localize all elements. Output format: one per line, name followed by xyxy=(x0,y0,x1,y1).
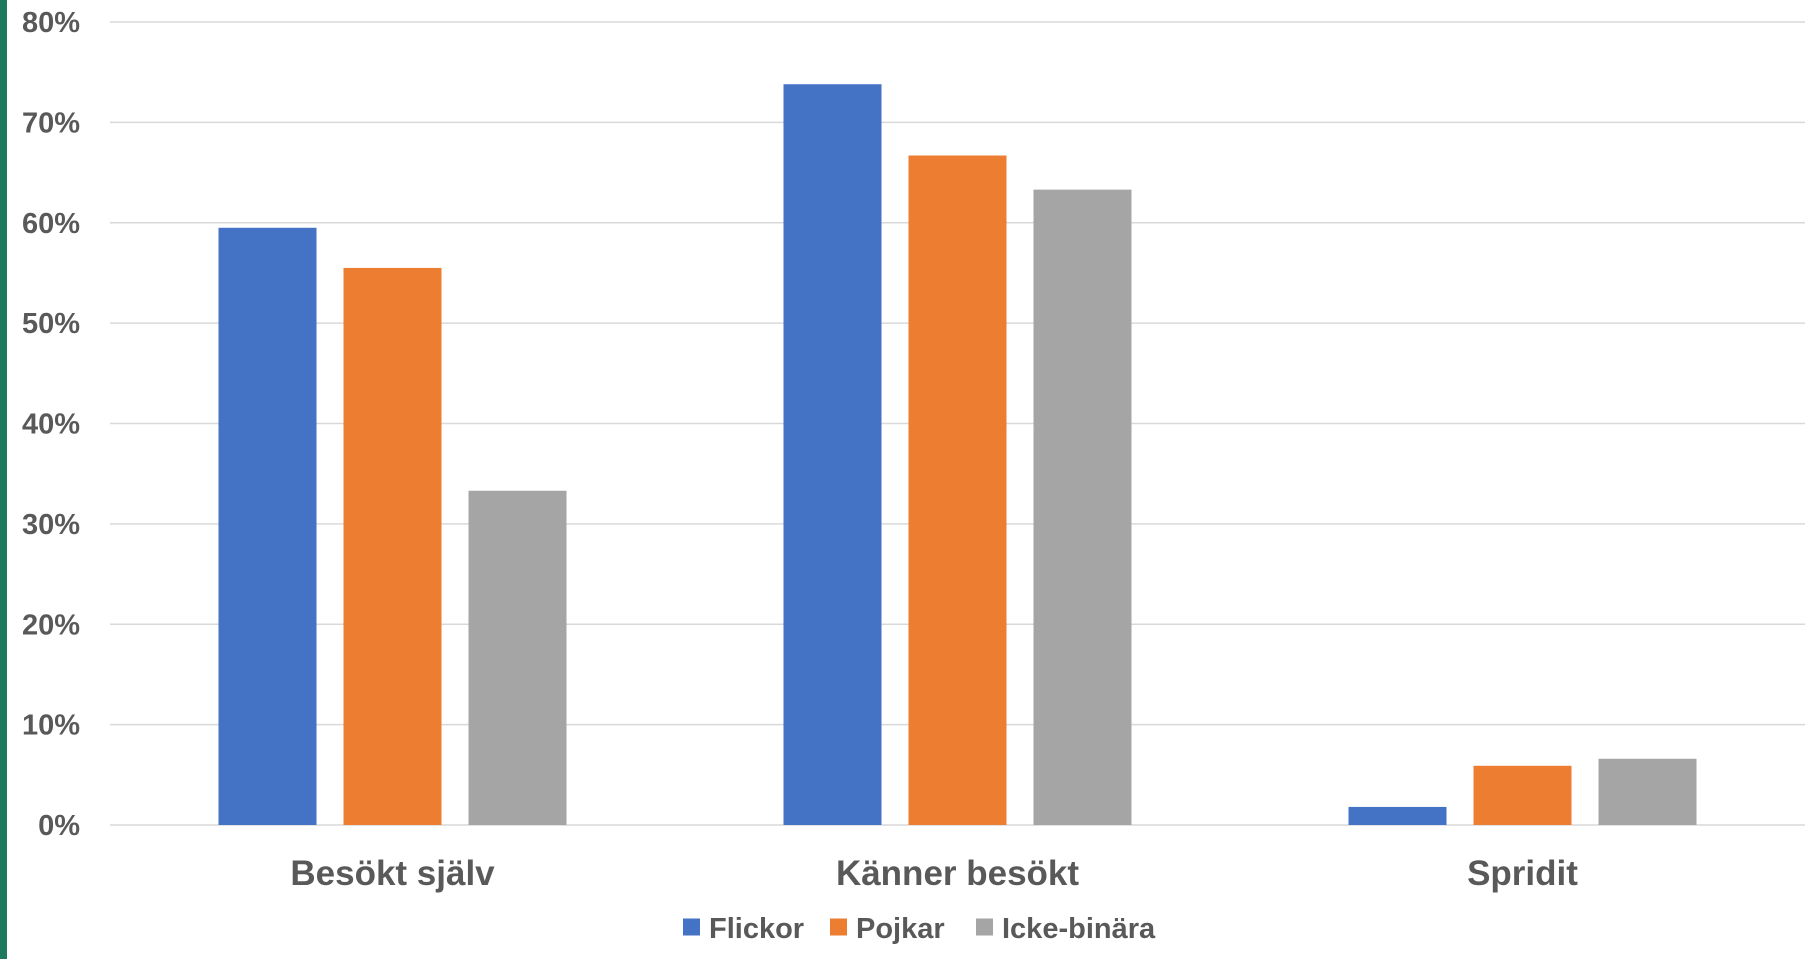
bar-icke-binära-3 xyxy=(1598,758,1697,825)
bar-pojkar-1 xyxy=(343,267,442,825)
y-tick-label: 50% xyxy=(22,308,80,340)
legend-swatch xyxy=(976,918,993,936)
x-category-label: Känner besökt xyxy=(836,854,1079,893)
y-tick-label: 0% xyxy=(38,810,80,842)
x-axis-categories: Besökt själv Känner besökt Spridit xyxy=(290,854,1578,893)
y-tick-label: 20% xyxy=(22,609,80,641)
legend-label: Pojkar xyxy=(856,913,945,945)
bar-icke-binära-1 xyxy=(468,490,567,825)
y-tick-label: 60% xyxy=(22,208,80,240)
left-accent-strip xyxy=(0,0,7,959)
y-tick-label: 70% xyxy=(22,107,80,139)
y-tick-label: 40% xyxy=(22,409,80,441)
bar-flickor-1 xyxy=(218,227,317,826)
legend-swatch xyxy=(683,918,700,936)
legend: Flickor Pojkar Icke-binära xyxy=(683,913,1156,945)
bars xyxy=(218,84,1697,826)
bar-pojkar-3 xyxy=(1473,765,1572,825)
legend-label: Flickor xyxy=(709,913,804,945)
x-category-label: Besökt själv xyxy=(290,854,495,893)
y-tick-label: 80% xyxy=(22,7,80,39)
bar-pojkar-2 xyxy=(908,155,1007,825)
legend-swatch xyxy=(830,918,847,936)
legend-label: Icke-binära xyxy=(1002,913,1156,945)
x-category-label: Spridit xyxy=(1467,854,1578,893)
y-tick-label: 10% xyxy=(22,710,80,742)
bar-flickor-2 xyxy=(783,84,882,826)
y-axis-ticks: 0% 10% 20% 30% 40% 50% 60% 70% 80% xyxy=(22,7,80,842)
y-tick-label: 30% xyxy=(22,509,80,541)
bar-flickor-3 xyxy=(1348,806,1447,825)
bar-icke-binära-2 xyxy=(1033,189,1132,826)
